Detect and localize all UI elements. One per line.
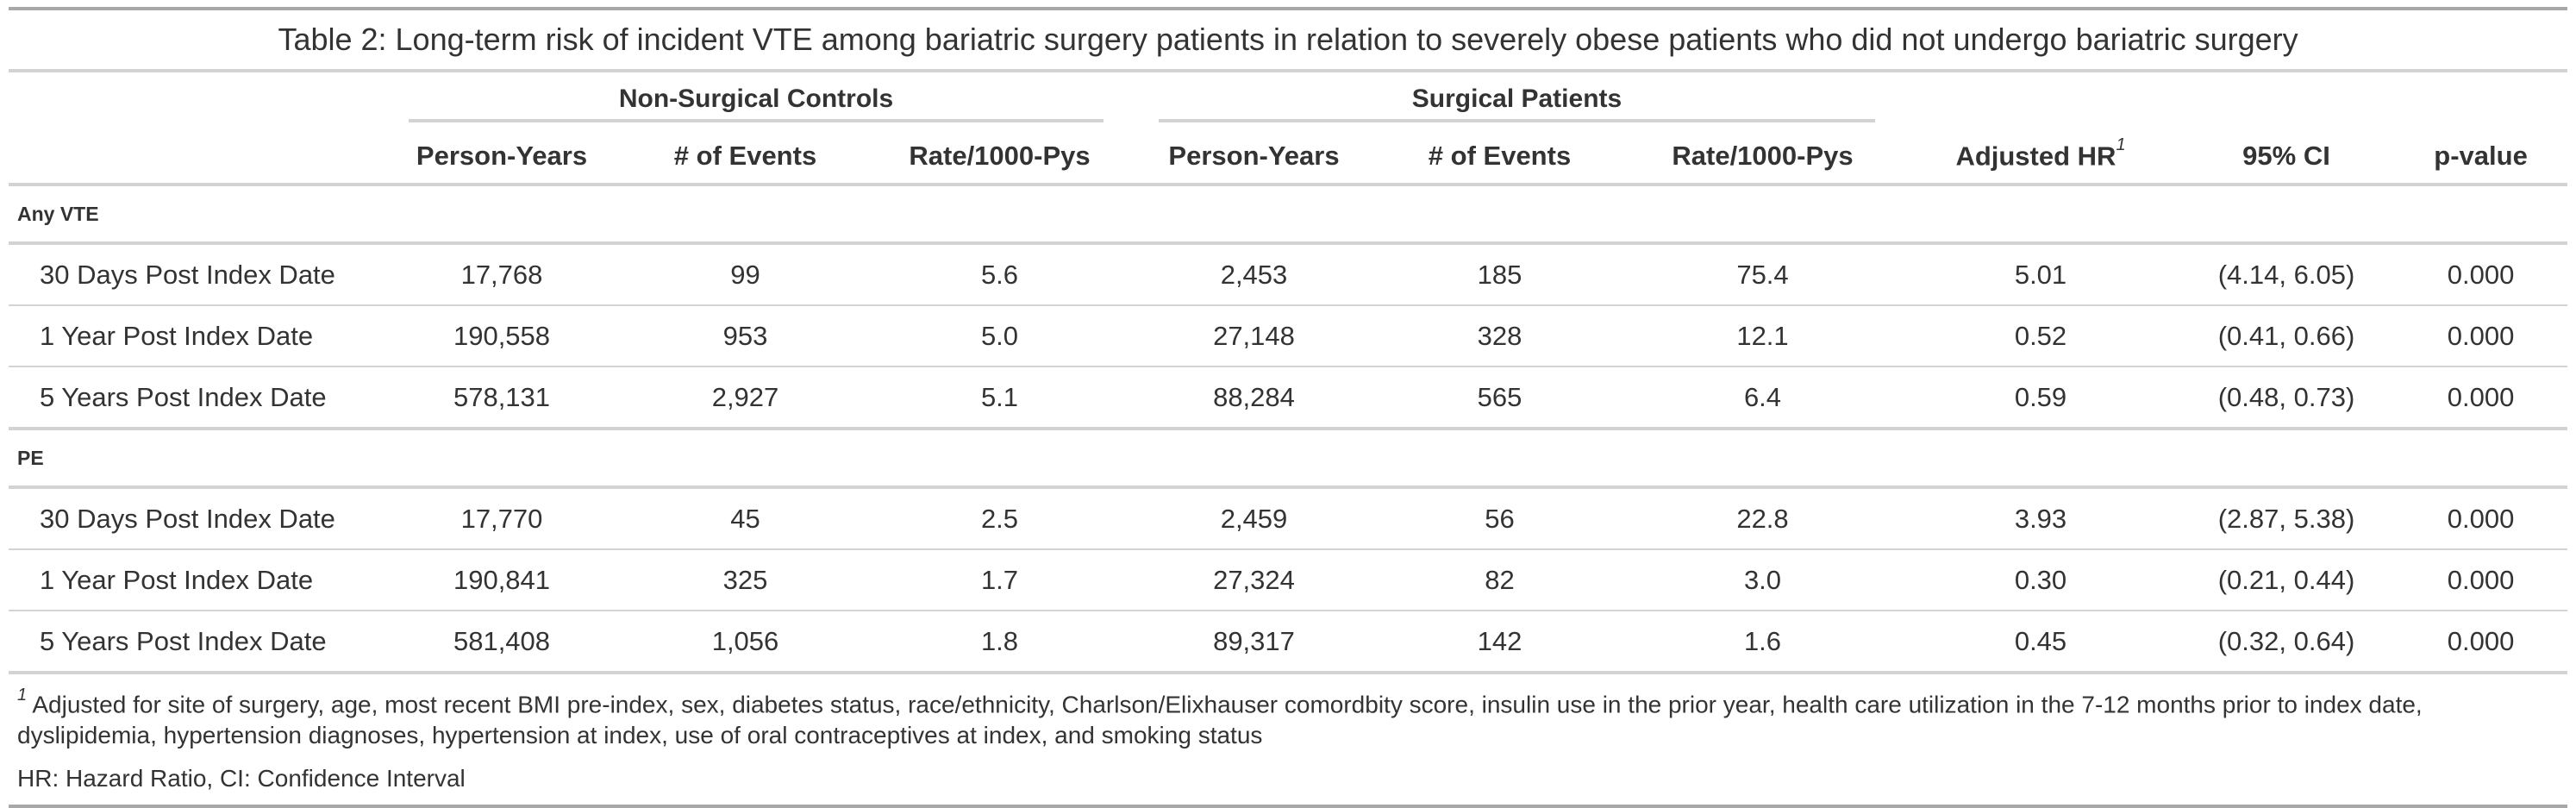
cell-events-surgical: 328	[1377, 305, 1623, 367]
cell-rate-controls: 5.6	[868, 243, 1131, 306]
cell-ci: (0.32, 0.64)	[2179, 611, 2394, 674]
footnote-adjustment-text: Adjusted for site of surgery, age, most …	[17, 691, 2423, 749]
cell-pvalue: 0.000	[2394, 611, 2568, 674]
cell-person-years-surgical: 27,324	[1131, 549, 1377, 611]
cell-rate-surgical: 1.6	[1623, 611, 1903, 674]
row-label: 1 Year Post Index Date	[9, 549, 381, 611]
cell-events-controls: 325	[622, 549, 868, 611]
spanner-non-surgical: Non-Surgical Controls	[381, 71, 1131, 129]
cell-rate-surgical: 75.4	[1623, 243, 1903, 306]
row-label: 30 Days Post Index Date	[9, 487, 381, 550]
cell-events-controls: 2,927	[622, 366, 868, 430]
table-row: 1 Year Post Index Date 190,558 953 5.0 2…	[9, 305, 2568, 367]
cell-events-surgical: 82	[1377, 549, 1623, 611]
group-label-any-vte: Any VTE	[9, 185, 2568, 245]
col-header-events-surgical: # of Events	[1377, 129, 1623, 186]
row-label: 1 Year Post Index Date	[9, 305, 381, 367]
col-header-adjusted-hr: Adjusted HR1	[1903, 129, 2179, 186]
cell-pvalue: 0.000	[2394, 305, 2568, 367]
col-header-rate-surgical: Rate/1000-Pys	[1623, 129, 1903, 186]
cell-person-years-surgical: 2,459	[1131, 487, 1377, 550]
spanner-non-surgical-label: Non-Surgical Controls	[409, 85, 1104, 122]
cell-pvalue: 0.000	[2394, 243, 2568, 306]
cell-person-years-controls: 190,841	[381, 549, 622, 611]
cell-adjusted-hr: 0.59	[1903, 366, 2179, 430]
adjusted-hr-label: Adjusted HR	[1955, 141, 2116, 172]
cell-events-controls: 1,056	[622, 611, 868, 674]
footnote-mark: 1	[2116, 135, 2126, 154]
col-header-person-years-controls: Person-Years	[381, 129, 622, 186]
cell-person-years-controls: 17,770	[381, 487, 622, 550]
cell-rate-surgical: 6.4	[1623, 366, 1903, 430]
cell-ci: (0.41, 0.66)	[2179, 305, 2394, 367]
group-label-pe: PE	[9, 429, 2568, 489]
cell-rate-surgical: 22.8	[1623, 487, 1903, 550]
cell-person-years-surgical: 27,148	[1131, 305, 1377, 367]
table-row: 5 Years Post Index Date 578,131 2,927 5.…	[9, 366, 2568, 430]
table-row: 1 Year Post Index Date 190,841 325 1.7 2…	[9, 549, 2568, 611]
col-header-person-years-surgical: Person-Years	[1131, 129, 1377, 186]
col-header-events-controls: # of Events	[622, 129, 868, 186]
cell-events-surgical: 142	[1377, 611, 1623, 674]
cell-adjusted-hr: 3.93	[1903, 487, 2179, 550]
table-row: 30 Days Post Index Date 17,770 45 2.5 2,…	[9, 487, 2568, 550]
cell-rate-controls: 5.1	[868, 366, 1131, 430]
cell-adjusted-hr: 5.01	[1903, 243, 2179, 306]
col-header-pvalue: p-value	[2394, 129, 2568, 186]
cell-adjusted-hr: 0.30	[1903, 549, 2179, 611]
col-header-ci: 95% CI	[2179, 129, 2394, 186]
results-table: Table 2: Long-term risk of incident VTE …	[9, 7, 2568, 808]
cell-events-controls: 953	[622, 305, 868, 367]
footnote-adjustment: 1 Adjusted for site of surgery, age, mos…	[9, 673, 2567, 751]
cell-events-surgical: 56	[1377, 487, 1623, 550]
cell-ci: (4.14, 6.05)	[2179, 243, 2394, 306]
cell-pvalue: 0.000	[2394, 487, 2568, 550]
table-title: Table 2: Long-term risk of incident VTE …	[9, 9, 2568, 72]
cell-events-controls: 45	[622, 487, 868, 550]
row-label: 5 Years Post Index Date	[9, 611, 381, 674]
spanner-blank-right	[1903, 71, 2567, 129]
cell-events-surgical: 185	[1377, 243, 1623, 306]
row-label: 30 Days Post Index Date	[9, 243, 381, 306]
cell-adjusted-hr: 0.52	[1903, 305, 2179, 367]
cell-rate-controls: 2.5	[868, 487, 1131, 550]
cell-person-years-surgical: 88,284	[1131, 366, 1377, 430]
cell-person-years-controls: 578,131	[381, 366, 622, 430]
spanner-blank	[9, 71, 381, 129]
cell-person-years-controls: 581,408	[381, 611, 622, 674]
col-header-rate-controls: Rate/1000-Pys	[868, 129, 1131, 186]
footnote-mark: 1	[17, 686, 28, 705]
cell-pvalue: 0.000	[2394, 366, 2568, 430]
col-header-label	[9, 129, 381, 186]
cell-ci: (0.21, 0.44)	[2179, 549, 2394, 611]
table-row: 5 Years Post Index Date 581,408 1,056 1.…	[9, 611, 2568, 674]
footnote-abbreviations: HR: Hazard Ratio, CI: Confidence Interva…	[17, 765, 466, 792]
cell-person-years-controls: 190,558	[381, 305, 622, 367]
spanner-surgical: Surgical Patients	[1131, 71, 1903, 129]
cell-rate-surgical: 12.1	[1623, 305, 1903, 367]
cell-rate-surgical: 3.0	[1623, 549, 1903, 611]
cell-person-years-surgical: 89,317	[1131, 611, 1377, 674]
cell-rate-controls: 1.7	[868, 549, 1131, 611]
cell-person-years-controls: 17,768	[381, 243, 622, 306]
cell-events-surgical: 565	[1377, 366, 1623, 430]
cell-events-controls: 99	[622, 243, 868, 306]
cell-adjusted-hr: 0.45	[1903, 611, 2179, 674]
cell-person-years-surgical: 2,453	[1131, 243, 1377, 306]
spanner-surgical-label: Surgical Patients	[1159, 85, 1875, 122]
row-label: 5 Years Post Index Date	[9, 366, 381, 430]
cell-rate-controls: 5.0	[868, 305, 1131, 367]
cell-pvalue: 0.000	[2394, 549, 2568, 611]
cell-ci: (0.48, 0.73)	[2179, 366, 2394, 430]
table-body: Any VTE 30 Days Post Index Date 17,768 9…	[9, 185, 2568, 674]
table-container: Table 2: Long-term risk of incident VTE …	[9, 7, 2568, 808]
table-row: 30 Days Post Index Date 17,768 99 5.6 2,…	[9, 243, 2568, 306]
cell-rate-controls: 1.8	[868, 611, 1131, 674]
cell-ci: (2.87, 5.38)	[2179, 487, 2394, 550]
